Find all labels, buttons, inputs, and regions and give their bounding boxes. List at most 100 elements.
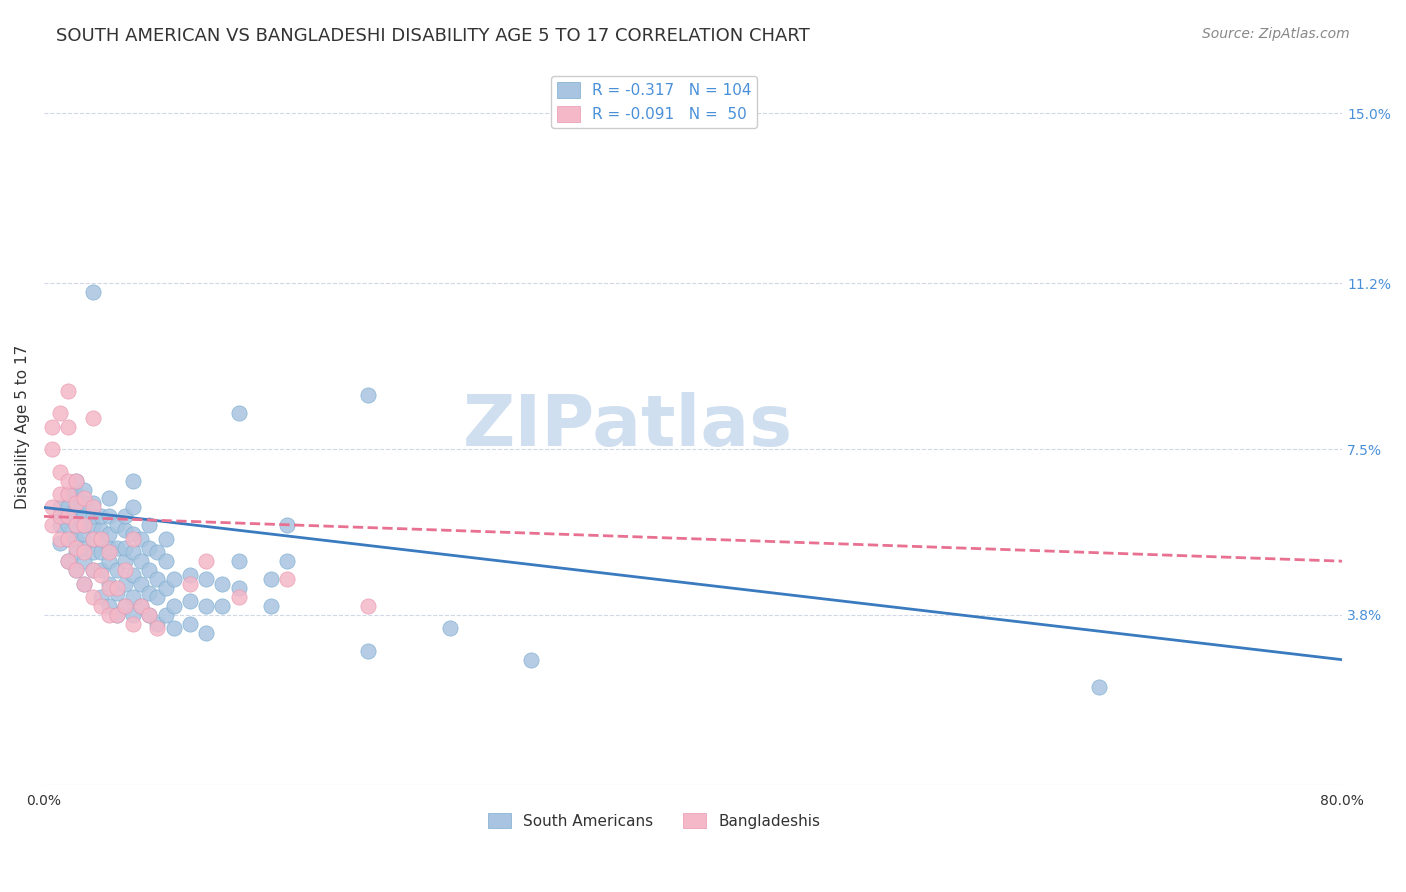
- Y-axis label: Disability Age 5 to 17: Disability Age 5 to 17: [15, 344, 30, 509]
- Point: [97, 581, 120, 595]
- Point: [82, 496, 104, 510]
- Point: [105, 607, 128, 622]
- Text: ZIPatlas: ZIPatlas: [463, 392, 793, 461]
- Text: 80.0%: 80.0%: [1320, 795, 1364, 808]
- Point: [82, 285, 104, 300]
- Text: SOUTH AMERICAN VS BANGLADESHI DISABILITY AGE 5 TO 17 CORRELATION CHART: SOUTH AMERICAN VS BANGLADESHI DISABILITY…: [56, 27, 810, 45]
- Point: [122, 527, 145, 541]
- Point: [105, 607, 128, 622]
- Point: [155, 532, 177, 546]
- Point: [276, 554, 298, 568]
- Point: [90, 509, 112, 524]
- Point: [276, 572, 298, 586]
- Point: [49, 509, 72, 524]
- Point: [73, 576, 96, 591]
- Point: [138, 541, 160, 555]
- Point: [138, 607, 160, 622]
- Point: [105, 585, 128, 599]
- Point: [114, 523, 136, 537]
- Point: [82, 410, 104, 425]
- Point: [122, 567, 145, 582]
- Point: [73, 483, 96, 497]
- Point: [97, 576, 120, 591]
- Point: [129, 576, 152, 591]
- Point: [138, 607, 160, 622]
- Point: [211, 576, 233, 591]
- Point: [65, 509, 87, 524]
- Point: [211, 599, 233, 613]
- Point: [73, 554, 96, 568]
- Point: [179, 616, 201, 631]
- Point: [41, 442, 63, 457]
- Point: [146, 621, 169, 635]
- Point: [114, 563, 136, 577]
- Point: [129, 599, 152, 613]
- Point: [357, 388, 380, 402]
- Point: [73, 541, 96, 555]
- Point: [58, 487, 80, 501]
- Point: [49, 509, 72, 524]
- Point: [163, 621, 186, 635]
- Point: [146, 572, 169, 586]
- Point: [58, 532, 80, 546]
- Point: [228, 406, 250, 420]
- Point: [90, 523, 112, 537]
- Text: 0.0%: 0.0%: [27, 795, 62, 808]
- Point: [155, 581, 177, 595]
- Point: [228, 590, 250, 604]
- Point: [58, 419, 80, 434]
- Point: [163, 599, 186, 613]
- Point: [73, 518, 96, 533]
- Point: [82, 532, 104, 546]
- Point: [97, 527, 120, 541]
- Point: [138, 585, 160, 599]
- Point: [114, 576, 136, 591]
- Point: [90, 532, 112, 546]
- Point: [146, 590, 169, 604]
- Point: [129, 532, 152, 546]
- Point: [49, 487, 72, 501]
- Point: [97, 554, 120, 568]
- Point: [179, 567, 201, 582]
- Point: [90, 532, 112, 546]
- Point: [260, 572, 283, 586]
- Point: [90, 545, 112, 559]
- Point: [58, 532, 80, 546]
- Point: [82, 518, 104, 533]
- Point: [357, 599, 380, 613]
- Point: [58, 518, 80, 533]
- Point: [58, 509, 80, 524]
- Point: [90, 567, 112, 582]
- Point: [519, 653, 541, 667]
- Point: [82, 509, 104, 524]
- Point: [97, 599, 120, 613]
- Point: [122, 500, 145, 515]
- Point: [114, 541, 136, 555]
- Point: [82, 563, 104, 577]
- Point: [58, 487, 80, 501]
- Point: [58, 474, 80, 488]
- Point: [73, 509, 96, 524]
- Point: [97, 541, 120, 555]
- Point: [65, 474, 87, 488]
- Point: [73, 576, 96, 591]
- Point: [65, 563, 87, 577]
- Point: [129, 599, 152, 613]
- Point: [82, 532, 104, 546]
- Point: [65, 532, 87, 546]
- Point: [105, 563, 128, 577]
- Point: [58, 500, 80, 515]
- Point: [49, 406, 72, 420]
- Point: [82, 500, 104, 515]
- Point: [65, 500, 87, 515]
- Point: [122, 616, 145, 631]
- Point: [41, 518, 63, 533]
- Point: [41, 419, 63, 434]
- Point: [82, 590, 104, 604]
- Point: [65, 518, 87, 533]
- Point: [105, 518, 128, 533]
- Point: [195, 625, 218, 640]
- Point: [146, 545, 169, 559]
- Point: [1087, 680, 1109, 694]
- Point: [90, 590, 112, 604]
